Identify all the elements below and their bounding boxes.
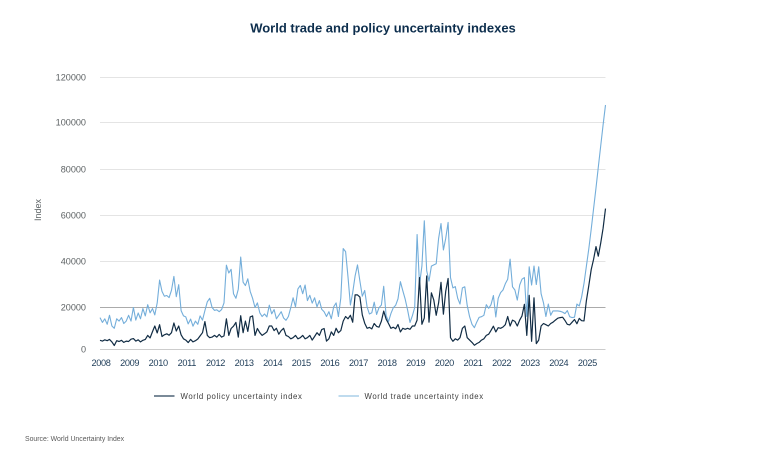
svg-text:2018: 2018 bbox=[378, 358, 397, 368]
svg-text:2014: 2014 bbox=[263, 358, 282, 368]
svg-text:100000: 100000 bbox=[56, 118, 86, 128]
svg-text:2020: 2020 bbox=[435, 358, 454, 368]
svg-text:2022: 2022 bbox=[492, 358, 511, 368]
svg-text:World trade uncertainty index: World trade uncertainty index bbox=[365, 392, 484, 401]
svg-text:120000: 120000 bbox=[56, 73, 86, 83]
svg-text:2017: 2017 bbox=[349, 358, 368, 368]
svg-text:2012: 2012 bbox=[206, 358, 225, 368]
svg-text:80000: 80000 bbox=[61, 165, 86, 175]
svg-text:2011: 2011 bbox=[178, 358, 197, 368]
svg-text:2009: 2009 bbox=[120, 358, 139, 368]
svg-text:World policy uncertainty index: World policy uncertainty index bbox=[181, 392, 303, 401]
svg-text:2019: 2019 bbox=[406, 358, 425, 368]
svg-text:2010: 2010 bbox=[149, 358, 168, 368]
svg-text:Index: Index bbox=[33, 198, 43, 221]
svg-text:60000: 60000 bbox=[61, 211, 86, 221]
svg-text:2016: 2016 bbox=[320, 358, 339, 368]
svg-text:World trade and policy uncerta: World trade and policy uncertainty index… bbox=[250, 21, 516, 36]
svg-text:2023: 2023 bbox=[521, 358, 540, 368]
svg-text:2013: 2013 bbox=[235, 358, 254, 368]
svg-text:2015: 2015 bbox=[292, 358, 311, 368]
svg-text:2021: 2021 bbox=[463, 358, 482, 368]
svg-text:0: 0 bbox=[81, 345, 86, 355]
svg-text:20000: 20000 bbox=[61, 303, 86, 313]
svg-text:40000: 40000 bbox=[61, 257, 86, 267]
svg-text:2025: 2025 bbox=[578, 358, 597, 368]
svg-text:2024: 2024 bbox=[549, 358, 568, 368]
svg-text:2008: 2008 bbox=[91, 358, 110, 368]
svg-text:Source: World Uncertainty Inde: Source: World Uncertainty Index bbox=[25, 436, 125, 443]
